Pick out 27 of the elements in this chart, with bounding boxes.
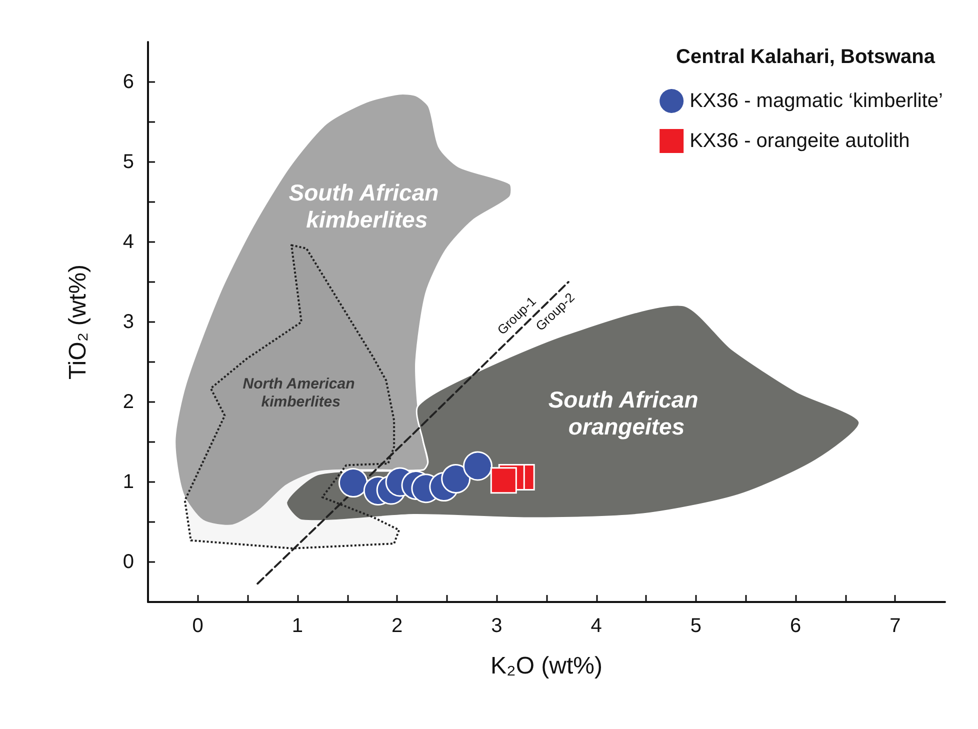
x-tick-label: 4 [590,615,602,637]
point [463,451,493,481]
x-tick-label: 6 [790,615,802,637]
x-tick-label: 7 [890,615,901,637]
x-axis-title: K₂O (wt%) [490,652,602,680]
annotation: North American kimberlites [242,376,359,411]
legend-label: KX36 - magmatic ‘kimberlite’ [690,90,944,112]
legend-title: Central Kalahari, Botswana [676,46,936,68]
legend-label: KX36 - orangeite autolith [690,130,910,152]
y-tick-label: 1 [122,471,134,493]
annotation: South African orangeites [548,386,705,440]
y-tick-label: 5 [122,151,134,173]
x-tick-label: 3 [491,615,502,637]
x-tick-label: 5 [690,615,702,637]
y-axis-title: TiO₂ (wt%) [64,264,92,380]
y-tick-label: 3 [122,311,134,333]
x-tick-label: 2 [392,615,403,637]
point [441,464,471,494]
point [338,468,368,498]
y-tick-label: 6 [122,71,134,93]
y-tick-label: 4 [122,231,134,253]
annotation: South African kimberlites [288,180,446,232]
x-tick-label: 0 [192,615,204,637]
y-tick-label: 2 [122,391,134,413]
y-tick-label: 0 [122,551,134,573]
x-tick-label: 1 [292,615,303,637]
point [490,467,517,494]
